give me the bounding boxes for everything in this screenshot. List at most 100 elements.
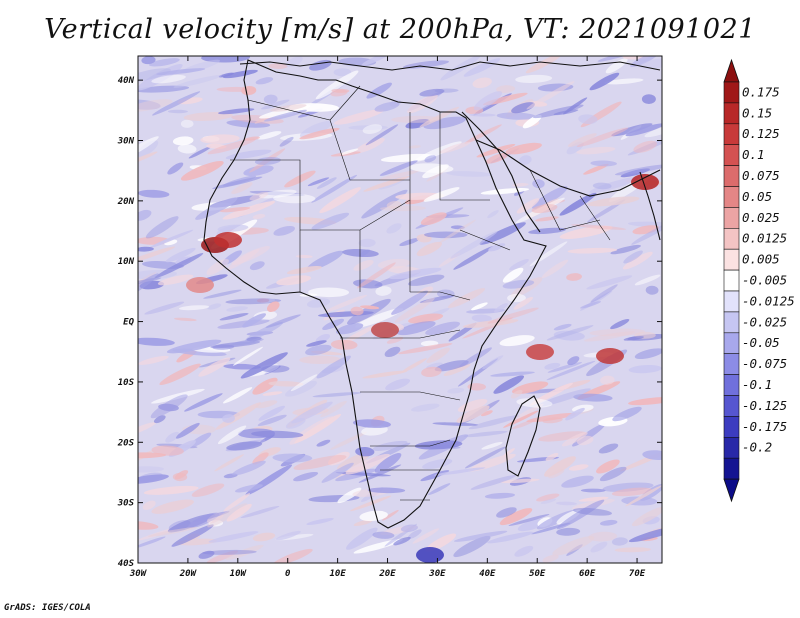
colorbar-label: -0.2 [742, 440, 772, 455]
map-frame [137, 55, 663, 564]
field-streak [562, 97, 588, 115]
field-streak [191, 483, 225, 497]
field-streak [215, 402, 262, 430]
field-streak [510, 389, 523, 399]
colorbar-segment [723, 374, 740, 396]
field-streak [590, 541, 608, 553]
field-streak [396, 321, 436, 336]
field-streak [535, 216, 559, 222]
field-streak [232, 346, 264, 366]
field-streak [293, 471, 319, 482]
lat-tick-label: 10N [118, 257, 135, 267]
colorbar-segment [723, 123, 740, 146]
field-streak [434, 467, 486, 476]
field-streak [641, 94, 656, 105]
field-streak [634, 274, 661, 286]
field-streak [138, 422, 156, 437]
field-streak [158, 403, 179, 412]
field-streak [556, 527, 581, 536]
field-streak [222, 69, 258, 79]
india-coast [639, 171, 661, 241]
field-streak [138, 140, 159, 157]
field-streak [386, 223, 402, 234]
field-streak [424, 155, 437, 163]
field-streak [589, 72, 620, 91]
field-streak [345, 453, 390, 475]
lon-tick-label: 20W [179, 569, 198, 579]
field-streak [481, 410, 493, 417]
field-streak [333, 109, 384, 125]
field-streak [156, 68, 206, 76]
field-streak [598, 443, 619, 454]
field-streak [316, 439, 331, 447]
field-streak [375, 286, 392, 296]
field-streak [138, 68, 171, 83]
lon-tick-label: 0 [285, 569, 291, 579]
field-streak [572, 507, 613, 516]
field-streak [217, 425, 247, 445]
field-streak [206, 258, 229, 276]
lon-tick-label: 30E [428, 569, 446, 579]
field-streak [583, 163, 609, 175]
field-streak [407, 94, 438, 114]
field-streak [230, 338, 264, 346]
field-streak [567, 133, 597, 147]
lon-tick-label: 40E [479, 569, 496, 579]
grads-credit: GrADS: IGES/COLA [4, 603, 91, 613]
field-streak [305, 344, 332, 356]
field-streak [463, 430, 508, 438]
field-streak [219, 313, 249, 321]
field-streak [541, 259, 569, 279]
field-streak [552, 536, 595, 556]
field-streak [508, 514, 550, 526]
colorbar-label: -0.0125 [742, 293, 795, 308]
field-streak [547, 362, 582, 373]
field-streak [573, 393, 613, 402]
field-streak [542, 417, 563, 424]
field-streak [357, 262, 396, 289]
field-streak [496, 112, 537, 120]
field-streak [276, 275, 312, 286]
field-streak [382, 509, 399, 521]
field-streak [525, 56, 563, 74]
field-anomaly [186, 277, 214, 293]
europe-coast [239, 61, 661, 71]
field-streak [372, 531, 395, 539]
field-streak [567, 247, 618, 254]
field-streak [167, 162, 184, 175]
field-streak [584, 331, 636, 342]
field-anomaly [526, 344, 554, 360]
field-streak [408, 145, 421, 149]
field-streak [514, 545, 534, 557]
field-streak [447, 288, 486, 309]
colorbar-max-arrow [723, 58, 740, 83]
field-streak [398, 343, 453, 355]
field-streak [330, 431, 367, 450]
colorbar-label: -0.025 [742, 314, 787, 329]
field-streak [484, 492, 516, 499]
field-streak [611, 537, 628, 546]
field-streak [522, 114, 542, 129]
field-streak [242, 313, 267, 328]
field-streak [407, 529, 422, 539]
field-streak [316, 355, 351, 379]
field-streak [384, 346, 401, 358]
field-streak [311, 174, 358, 203]
field-streak [232, 460, 266, 476]
field-streak [299, 127, 340, 140]
field-streak [590, 160, 617, 167]
field-anomaly [596, 348, 624, 364]
field-streak [467, 383, 486, 391]
field-streak [453, 530, 508, 542]
field-streak [208, 531, 259, 543]
field-streak [222, 201, 276, 220]
field-streak [258, 405, 285, 421]
field-streak [425, 321, 461, 336]
field-streak [470, 474, 517, 490]
field-streak [261, 99, 290, 110]
field-streak [576, 127, 629, 148]
field-streak [374, 101, 400, 112]
colorbar-label: 0.005 [742, 252, 780, 267]
field-streak [588, 531, 618, 542]
colorbar-label: -0.125 [742, 398, 787, 413]
